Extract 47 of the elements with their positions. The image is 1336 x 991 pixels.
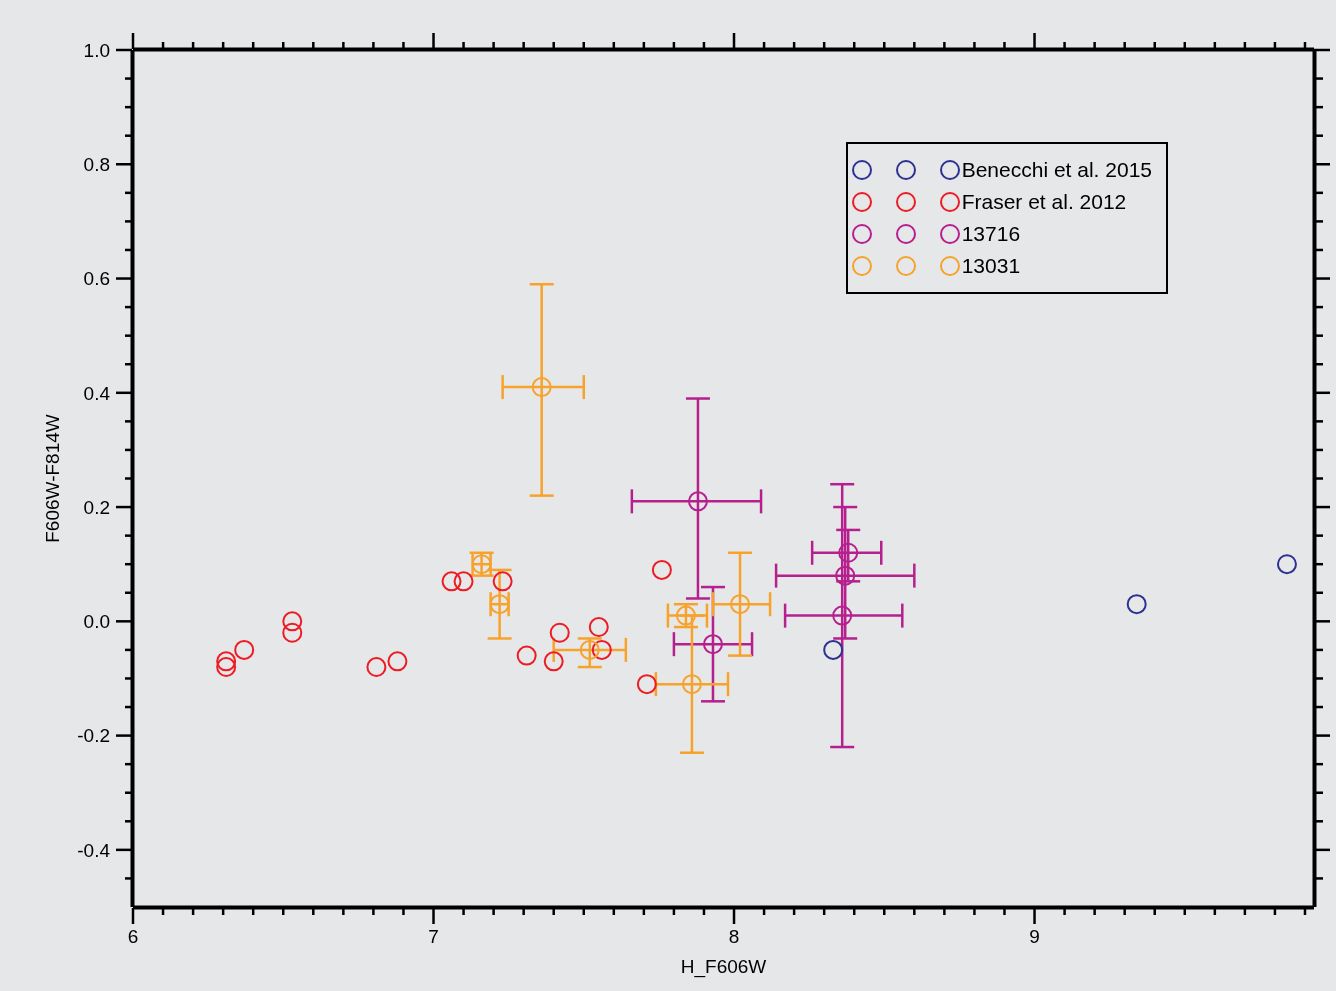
point	[387, 651, 408, 672]
point	[282, 611, 303, 632]
point	[838, 542, 859, 563]
legend-label: 13031	[961, 254, 1021, 278]
y-tick-label: 0.4	[83, 382, 111, 404]
point	[1276, 554, 1297, 575]
point	[549, 622, 570, 643]
point	[823, 639, 844, 660]
y-tick-label: 0.0	[83, 611, 110, 633]
x-axis-title: H_F606W	[680, 956, 767, 978]
point	[216, 651, 237, 672]
point	[453, 571, 474, 592]
x-tick-label: 8	[728, 926, 740, 948]
point	[591, 639, 612, 660]
point	[516, 645, 537, 666]
point	[730, 594, 751, 615]
point	[835, 565, 856, 586]
x-tick-label: 9	[1029, 926, 1040, 948]
point	[441, 571, 462, 592]
x-tick-label: 6	[127, 926, 139, 948]
point	[543, 651, 564, 672]
point	[651, 559, 672, 580]
point	[579, 639, 600, 660]
y-axis-title: F606W-F814W	[41, 414, 63, 543]
point	[531, 377, 552, 398]
point	[366, 657, 387, 678]
legend-label: Benecchi et al. 2015	[961, 158, 1152, 182]
y-tick-label: 1.0	[83, 39, 110, 61]
point	[636, 674, 657, 695]
point	[234, 639, 255, 660]
point	[1126, 594, 1147, 615]
y-tick-label: -0.2	[77, 725, 110, 747]
point	[702, 634, 723, 655]
y-tick-label: 0.8	[83, 154, 110, 176]
point	[216, 657, 237, 678]
point	[492, 571, 513, 592]
y-tick-label: -0.4	[77, 839, 111, 861]
point	[687, 491, 708, 512]
point	[282, 622, 303, 643]
y-tick-label: 0.6	[83, 268, 110, 290]
legend-label: Fraser et al. 2012	[961, 190, 1127, 214]
x-tick-label: 7	[428, 926, 439, 948]
legend-label: 13716	[961, 222, 1021, 246]
point	[832, 605, 853, 626]
y-tick-label: 0.2	[83, 496, 110, 518]
point	[588, 617, 609, 638]
point	[681, 674, 702, 695]
